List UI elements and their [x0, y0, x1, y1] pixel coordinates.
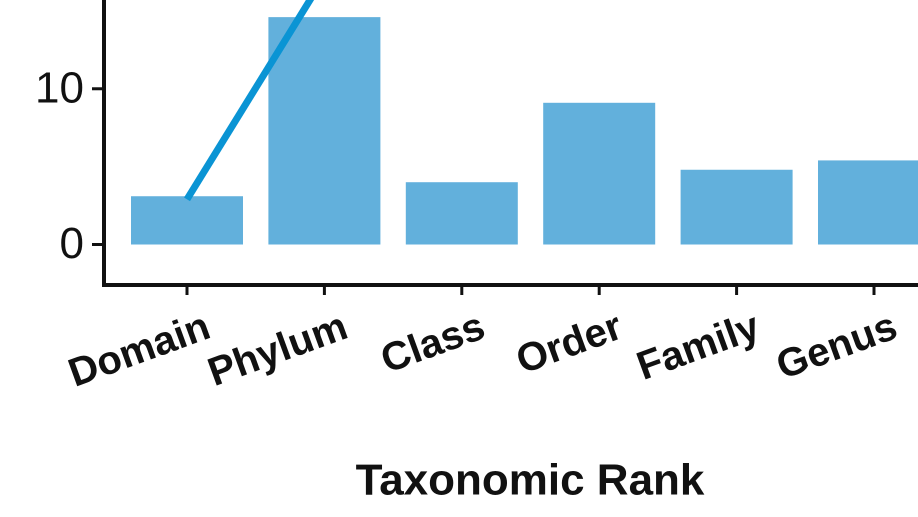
bar: [268, 17, 381, 245]
y-tick-label: 10: [35, 63, 84, 112]
x-tick-label: Phylum: [202, 304, 353, 395]
y-tick-label: 0: [60, 219, 84, 268]
x-tick-label: Domain: [63, 304, 216, 396]
x-tick-label: Genus: [771, 304, 903, 388]
bar: [680, 169, 793, 245]
axes: [102, 0, 918, 287]
bar: [818, 160, 918, 245]
x-tick-label: Family: [631, 304, 766, 389]
x-axis-title: Taxonomic Rank: [356, 456, 705, 505]
x-tick-label: Class: [375, 304, 490, 382]
bar: [543, 102, 656, 245]
x-tick-label: Order: [510, 304, 627, 383]
bar: [405, 182, 518, 245]
bar: [131, 196, 243, 245]
line-series: [184, 0, 315, 202]
plot-area: [131, 0, 918, 245]
